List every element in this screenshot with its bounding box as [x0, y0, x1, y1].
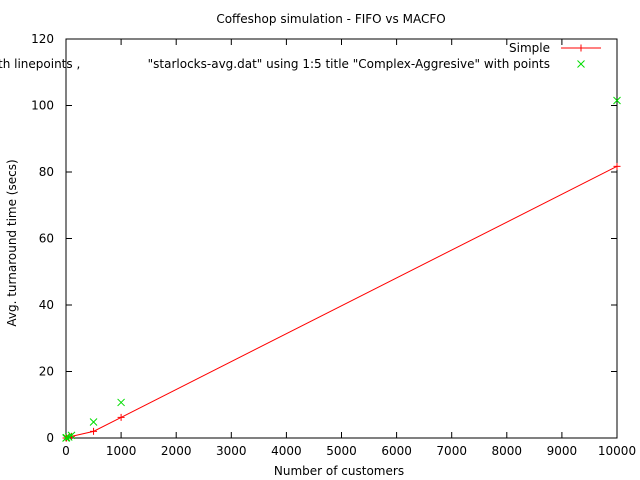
x-tick-label: 6000: [381, 444, 412, 458]
legend: Simple "starlocks-avg.dat" using 1:5 titl…: [148, 41, 601, 71]
x-tick-label: 10000: [598, 444, 636, 458]
data-point: [62, 433, 71, 442]
y-tick-label: 120: [31, 32, 54, 46]
y-tick-label: 60: [39, 232, 54, 246]
x-tick-label: 3000: [216, 444, 247, 458]
y-tick-label: 100: [31, 99, 54, 113]
y-tick-label: 40: [39, 298, 54, 312]
data-point: [117, 398, 125, 407]
x-tick-label: 4000: [271, 444, 302, 458]
axes: 0 1000 2000 3000 4000 5000 6000 7000 8000 9000 100…: [31, 32, 636, 458]
x-tick-label: 7000: [436, 444, 467, 458]
x-axis-label: Number of customers: [274, 464, 404, 478]
x-tick-label: 9000: [547, 444, 578, 458]
data-point: [613, 96, 621, 105]
x-tick-label: 1000: [106, 444, 137, 458]
data-point: [90, 427, 98, 435]
data-point: [89, 418, 98, 426]
legend-label: Simple: [509, 41, 550, 55]
series-0: [62, 162, 621, 442]
y-tick-label: 80: [39, 165, 54, 179]
data-point: [67, 431, 76, 440]
legend-marker: [577, 44, 585, 52]
y-tick-label: 20: [39, 365, 54, 379]
series-layer: [62, 96, 621, 442]
x-tick-label: 8000: [492, 444, 523, 458]
y-axis-label: Avg. turnaround time (secs): [5, 159, 19, 326]
series-1: [62, 96, 621, 442]
x-tick-label: 2000: [161, 444, 192, 458]
x-tick-label: 0: [62, 444, 70, 458]
truncated-legend-text: th linepoints ,: [0, 57, 80, 71]
legend-marker: [577, 60, 585, 68]
legend-label: "starlocks-avg.dat" using 1:5 title "Com…: [148, 57, 550, 71]
y-tick-label: 0: [46, 431, 54, 445]
x-tick-label: 5000: [326, 444, 357, 458]
series-line: [66, 165, 618, 439]
chart-title: Coffeshop simulation - FIFO vs MACFO: [216, 12, 445, 26]
data-point: [613, 162, 621, 170]
plot-border: [65, 38, 618, 439]
data-point: [117, 413, 125, 421]
